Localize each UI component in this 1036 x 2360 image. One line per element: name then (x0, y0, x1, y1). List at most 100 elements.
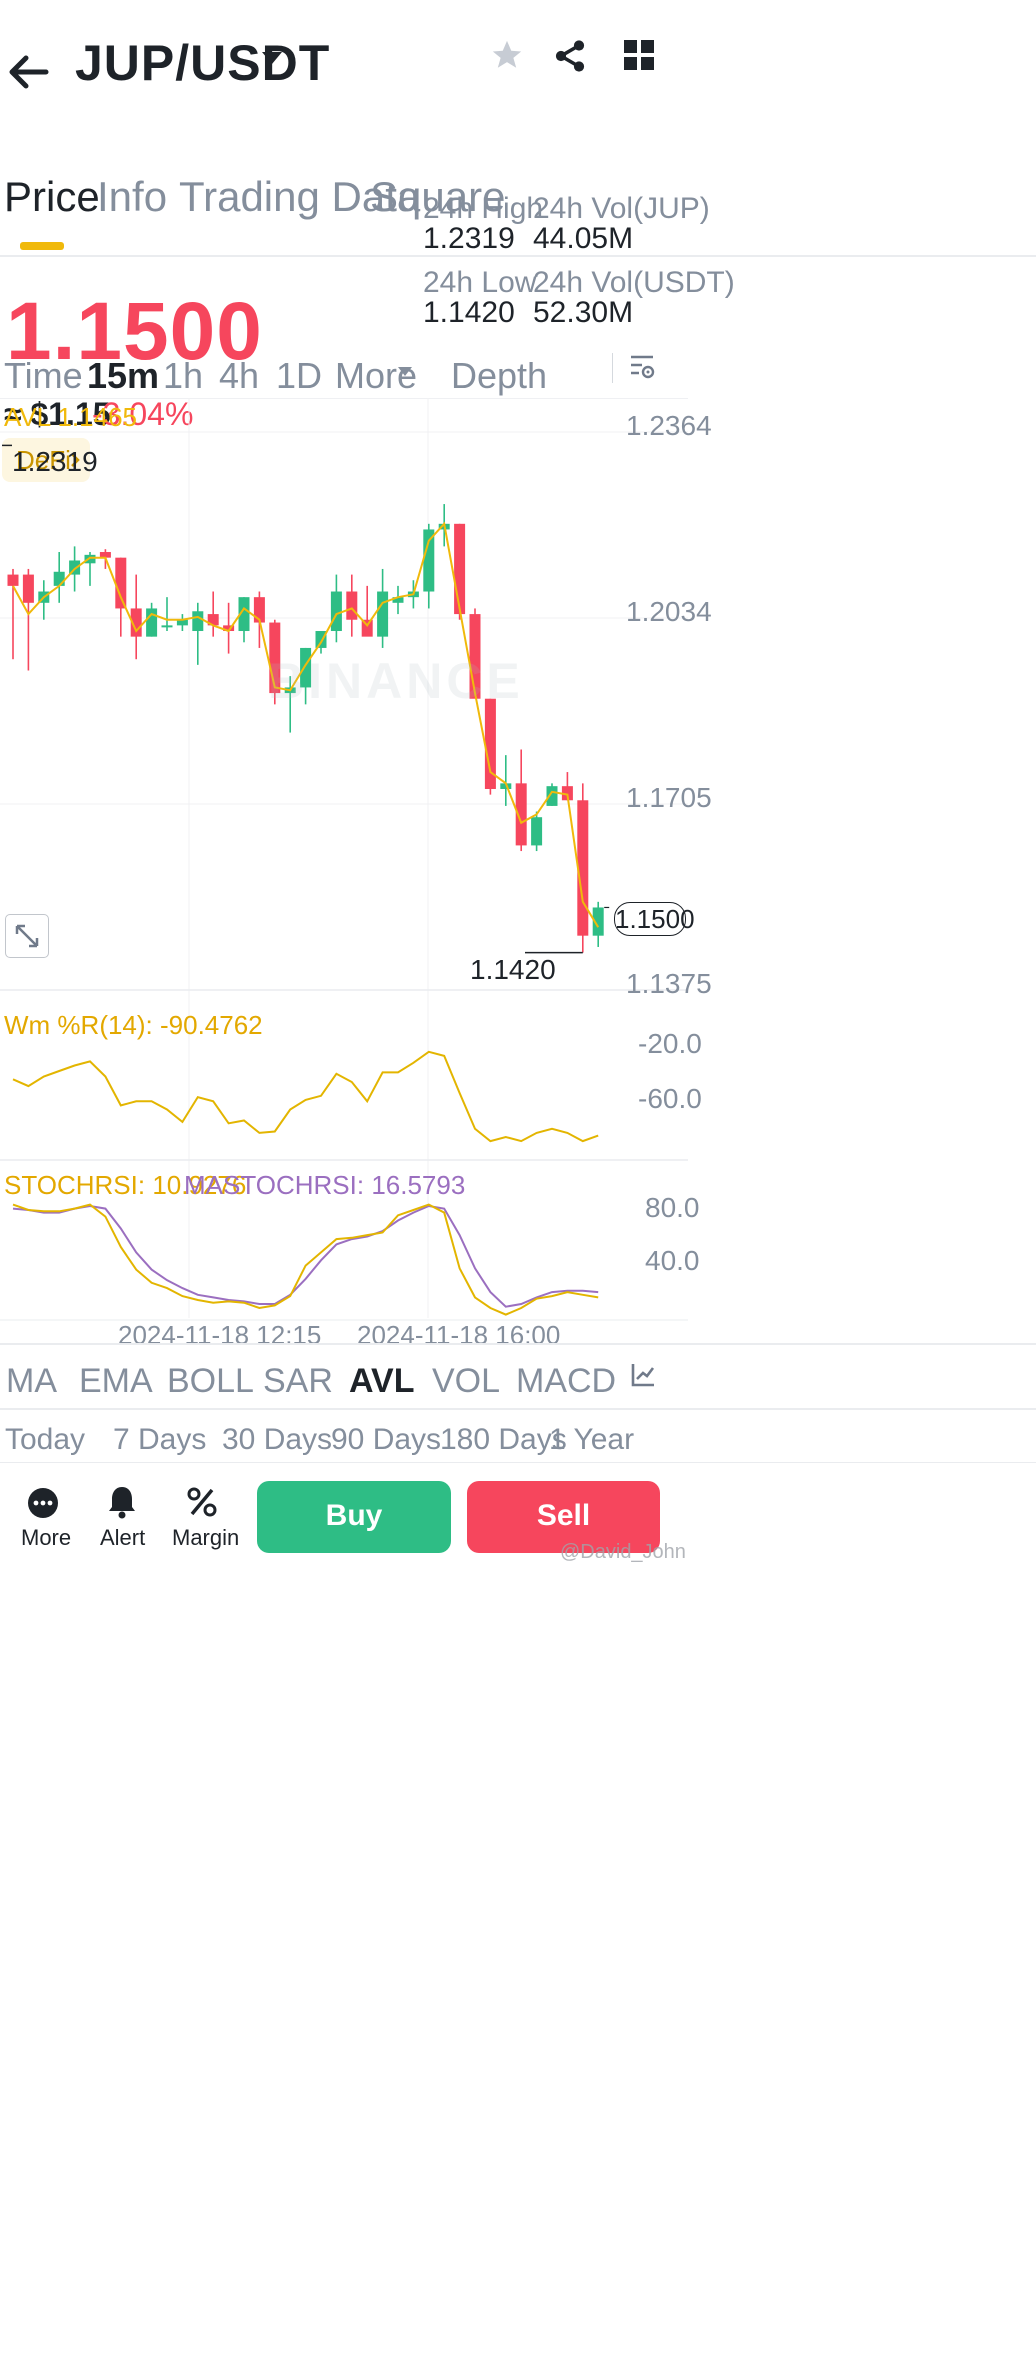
candle-body (269, 622, 281, 694)
candle-body (561, 786, 573, 801)
candle-body (53, 571, 65, 586)
candle-body (253, 597, 265, 623)
star-icon[interactable] (490, 38, 524, 77)
indicator-ma[interactable]: MA (6, 1362, 57, 1400)
candle-body (469, 614, 481, 699)
buy-button[interactable]: Buy (257, 1481, 451, 1553)
high-label: 24h High (423, 192, 544, 225)
current-price-value: 1.1500 (615, 904, 695, 934)
candle-body (361, 619, 373, 637)
timeframe-15m[interactable]: 15m (87, 355, 160, 396)
x-tick-label: 2024-11-18 16:00 (357, 1320, 561, 1350)
usd-price: ≈ $1.15 (4, 396, 111, 432)
perf-30-days: 30 Days (222, 1423, 333, 1456)
buy-button-label: Buy (325, 1499, 383, 1532)
high-value: 1.2319 (423, 222, 515, 255)
pair-title[interactable]: JUP/USDT (75, 35, 331, 91)
divider (612, 353, 613, 383)
sell-button[interactable]: Sell (467, 1481, 660, 1553)
candle-body (377, 591, 389, 637)
share-icon[interactable] (552, 38, 588, 79)
candle-body (330, 591, 342, 632)
candle-body (69, 560, 81, 575)
low-label: 24h Low (423, 266, 537, 299)
change-percent: -3.04% (92, 396, 194, 432)
defi-tag[interactable]: DeFi (2, 438, 90, 482)
avl-label: AVL 1.1465 (4, 402, 137, 432)
indicator-vol[interactable]: VOL (432, 1362, 501, 1400)
mastochrsi-line (12, 1204, 599, 1308)
grid-menu-icon[interactable] (624, 40, 654, 75)
candle-body (531, 817, 543, 846)
candle-body (207, 614, 219, 626)
tab-info[interactable]: Info (97, 173, 168, 220)
perf-180-days: 180 Days (440, 1423, 567, 1456)
avl-line (12, 521, 600, 928)
chevron-down-icon[interactable] (262, 52, 282, 71)
alert-label[interactable]: Alert (100, 1525, 146, 1550)
stochrsi-line (12, 1203, 599, 1316)
expand-icon[interactable] (5, 914, 49, 958)
candle-body (7, 574, 19, 586)
timeframe-1h[interactable]: 1h (163, 355, 204, 396)
tab-price[interactable]: Price (4, 173, 100, 220)
indicator-sar[interactable]: SAR (263, 1362, 333, 1400)
perf-1-year: 1 Year (549, 1423, 635, 1456)
indicator-settings-icon[interactable] (630, 1362, 656, 1393)
current-price-tag[interactable]: 1.1500 (614, 902, 695, 936)
tab-trading-data[interactable]: Trading Data (179, 173, 421, 220)
sell-button-label: Sell (536, 1499, 591, 1532)
perf-today: Today (5, 1423, 86, 1456)
active-tab-indicator (20, 242, 64, 250)
back-arrow-icon[interactable] (8, 55, 50, 94)
more-icon[interactable] (27, 1487, 59, 1524)
bell-icon[interactable] (107, 1485, 137, 1524)
indicator-avl[interactable]: AVL (349, 1362, 415, 1400)
candle-body (238, 597, 250, 632)
timeframe-depth[interactable]: Depth (451, 355, 548, 396)
candle-body (515, 783, 527, 846)
candle-body (592, 907, 604, 936)
chevron-right-icon (71, 453, 80, 467)
perf-7-days: 7 Days (113, 1423, 207, 1456)
wr-tick-label: -20.0 (638, 1028, 702, 1059)
y-tick-label: 1.2034 (626, 596, 712, 627)
top-tabs: Price Info Trading Data Square (0, 165, 1036, 257)
candle-body (546, 786, 558, 806)
y-tick-label: 1.2364 (626, 410, 712, 441)
candle-body (300, 647, 312, 688)
indicator-macd[interactable]: MACD (516, 1362, 617, 1400)
vol-quote-value: 52.30M (533, 296, 634, 329)
candle-body (223, 625, 235, 632)
perf-90-days: 90 Days (331, 1423, 442, 1456)
margin-label[interactable]: Margin (172, 1525, 240, 1550)
candle-body (500, 783, 512, 789)
tab-square[interactable]: Square (370, 173, 506, 220)
williams-r-line (12, 1050, 599, 1143)
timeframe-1d[interactable]: 1D (276, 355, 323, 396)
divider (0, 1343, 1036, 1345)
candle-body (130, 608, 142, 637)
indicator-boll[interactable]: BOLL (167, 1362, 254, 1400)
candle-body (577, 800, 589, 936)
low-value: 1.1420 (423, 296, 515, 329)
timeframe-more[interactable]: More (335, 355, 418, 396)
mastochrsi-label: MASTOCHRSI: 16.5793 (184, 1170, 466, 1200)
stoch-tick-label: 40.0 (645, 1245, 700, 1276)
y-tick-label: 1.1705 (626, 782, 712, 813)
margin-icon[interactable] (186, 1486, 218, 1523)
high-marker-label: 1.2319 (12, 446, 98, 477)
indicator-ema[interactable]: EMA (79, 1362, 153, 1400)
candle-body (484, 698, 496, 789)
vol-quote-label: 24h Vol(USDT) (533, 266, 735, 299)
timeframe-4h[interactable]: 4h (219, 355, 260, 396)
williams-r-label: Wm %R(14): -90.4762 (4, 1010, 263, 1040)
header: JUP/USDT (0, 0, 1036, 165)
timeframe-time[interactable]: Time (4, 355, 83, 396)
candlestick-chart[interactable] (0, 398, 688, 1340)
candle-body (423, 529, 435, 592)
more-chevron-icon[interactable] (398, 364, 412, 382)
candle-body (346, 591, 358, 620)
chart-settings-icon[interactable] (629, 353, 657, 386)
more-label[interactable]: More (21, 1525, 72, 1550)
